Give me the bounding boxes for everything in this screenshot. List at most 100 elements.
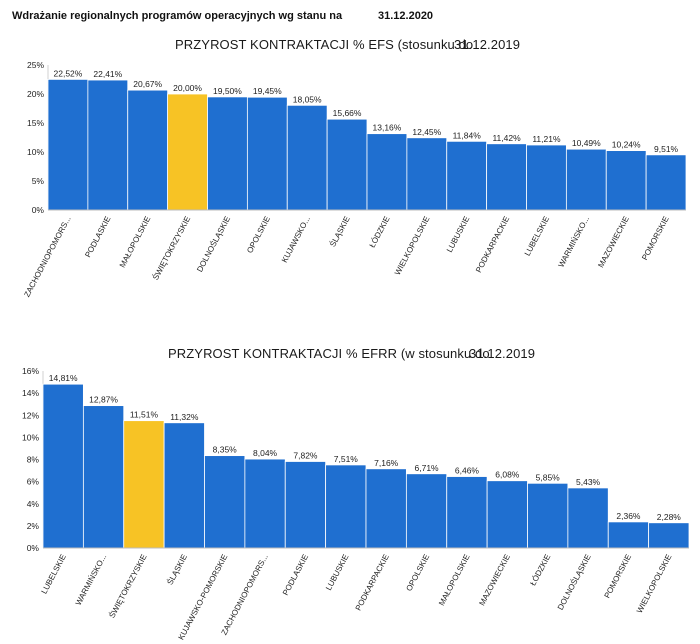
- bar-wielkopolskie: [406, 137, 448, 211]
- y-tick-label: 5%: [32, 176, 45, 186]
- bar-podlaskie: [87, 79, 129, 211]
- data-label: 8,35%: [213, 445, 238, 455]
- category-label: LUBUSKIE: [324, 553, 351, 592]
- category-label: ZACHODNIOPOMORS...: [220, 553, 270, 637]
- data-label: 7,51%: [334, 454, 359, 464]
- bar-kujawsko-pomorskie: [204, 455, 246, 549]
- bar-opolskie: [405, 473, 448, 549]
- bar-podkarpackie: [486, 143, 527, 211]
- report-title: Wdrażanie regionalnych programów operacy…: [12, 10, 343, 22]
- bar-opolskie: [246, 96, 288, 211]
- bar-dolnoslaskie: [207, 96, 248, 211]
- bar-warminsko: [565, 148, 607, 211]
- category-label: PODLASKIE: [281, 553, 310, 597]
- y-tick-label: 4%: [27, 499, 40, 509]
- bar-dolnoslaskie: [567, 487, 609, 549]
- chart1-title-date: 31.12.2019: [454, 37, 521, 52]
- data-label: 19,50%: [213, 86, 242, 96]
- y-tick-label: 14%: [22, 388, 39, 398]
- data-label: 19,45%: [253, 86, 282, 96]
- category-label: OPOLSKIE: [404, 553, 431, 593]
- y-tick-label: 10%: [27, 147, 44, 157]
- data-label: 10,49%: [572, 138, 601, 148]
- y-tick-label: 2%: [27, 521, 40, 531]
- bar-zachodniopomors: [244, 458, 286, 549]
- bar-mazowieckie: [486, 480, 528, 549]
- data-label: 8,04%: [253, 448, 278, 458]
- data-label: 12,87%: [89, 395, 118, 405]
- y-tick-label: 12%: [22, 410, 39, 420]
- data-label: 22,52%: [54, 68, 83, 78]
- chart2-title-date: 31.12.2019: [469, 346, 536, 361]
- data-label: 14,81%: [49, 373, 78, 383]
- data-label: 20,00%: [173, 83, 202, 93]
- bar-kujawsko: [286, 104, 328, 211]
- category-label: DOLNOŚLĄSKIE: [556, 553, 593, 612]
- bar-pomorskie: [645, 154, 687, 211]
- bar-slaskie: [163, 422, 205, 549]
- data-label: 22,41%: [93, 69, 122, 79]
- bar-malopolskie: [127, 89, 169, 211]
- category-label: ŚWIĘTOKRZYSKIE: [107, 553, 148, 620]
- bar-podkarpackie: [365, 468, 407, 549]
- category-label: ŁÓDZKIE: [528, 553, 552, 587]
- data-label: 6,08%: [495, 470, 520, 480]
- data-label: 7,82%: [293, 450, 318, 460]
- efs-bar-chart: 0%5%10%15%20%25%22,52%ZACHODNIOPOMORS...…: [22, 60, 687, 299]
- category-label: WARMIŃSKO...: [74, 553, 109, 607]
- data-label: 6,71%: [415, 463, 440, 473]
- data-label: 5,43%: [576, 477, 601, 487]
- data-label: 6,46%: [455, 466, 480, 476]
- y-tick-label: 0%: [27, 543, 40, 553]
- bar-lubuskie: [446, 140, 488, 211]
- bar-wielkopolskie: [648, 522, 690, 549]
- category-label: LUBELSKIE: [40, 553, 68, 596]
- chart2-title-row: PRZYROST KONTRAKTACJI % EFRR (w stosunku…: [168, 346, 535, 361]
- category-label: POMORSKIE: [603, 553, 634, 600]
- report-date: 31.12.2020: [378, 10, 434, 22]
- data-label: 2,36%: [616, 511, 641, 521]
- chart2-title: PRZYROST KONTRAKTACJI % EFRR (w stosunku…: [168, 346, 490, 361]
- data-label: 11,21%: [532, 134, 561, 144]
- bar-warminsko: [82, 405, 125, 549]
- category-label: PODKARPACKIE: [354, 553, 391, 612]
- data-label: 20,67%: [133, 79, 162, 89]
- y-tick-label: 16%: [22, 366, 39, 376]
- bar-lubuskie: [325, 464, 367, 549]
- data-label: 5,85%: [536, 472, 561, 482]
- data-label: 9,51%: [654, 144, 679, 154]
- y-tick-label: 20%: [27, 89, 44, 99]
- y-tick-label: 10%: [22, 432, 39, 442]
- y-tick-label: 6%: [27, 477, 40, 487]
- data-label: 2,28%: [657, 512, 682, 522]
- data-label: 11,32%: [170, 412, 199, 422]
- bar-pomorskie: [607, 521, 650, 549]
- category-label: WIELKOPOLSKIE: [635, 553, 674, 615]
- data-label: 15,66%: [333, 108, 362, 118]
- bar-lodzkie: [366, 133, 408, 211]
- data-label: 13,16%: [373, 123, 402, 133]
- data-label: 18,05%: [293, 94, 322, 104]
- bar-lodzkie: [527, 482, 569, 549]
- bar-lubelskie: [42, 383, 84, 549]
- bar-swietokrzyskie: [123, 420, 165, 549]
- category-label: MAŁOPOLSKIE: [437, 553, 472, 607]
- bar-podlaskie: [284, 461, 327, 549]
- data-label: 12,45%: [412, 127, 441, 137]
- data-label: 11,42%: [492, 133, 521, 143]
- category-label: MAZOWIECKIE: [477, 553, 512, 607]
- data-label: 7,16%: [374, 458, 399, 468]
- data-label: 10,24%: [612, 140, 641, 150]
- y-tick-label: 15%: [27, 118, 44, 128]
- y-tick-label: 25%: [27, 60, 44, 70]
- data-label: 11,84%: [453, 130, 482, 140]
- data-label: 11,51%: [130, 410, 159, 420]
- chart1-title: PRZYROST KONTRAKTACJI % EFS (stosunku do: [175, 37, 474, 52]
- bar-swietokrzyskie: [167, 93, 208, 211]
- y-tick-label: 8%: [27, 455, 40, 465]
- bar-malopolskie: [446, 476, 488, 549]
- bar-slaskie: [326, 118, 368, 211]
- category-label: ŚLĄSKIE: [165, 553, 189, 587]
- chart1-title-row: PRZYROST KONTRAKTACJI % EFS (stosunku do…: [175, 37, 520, 52]
